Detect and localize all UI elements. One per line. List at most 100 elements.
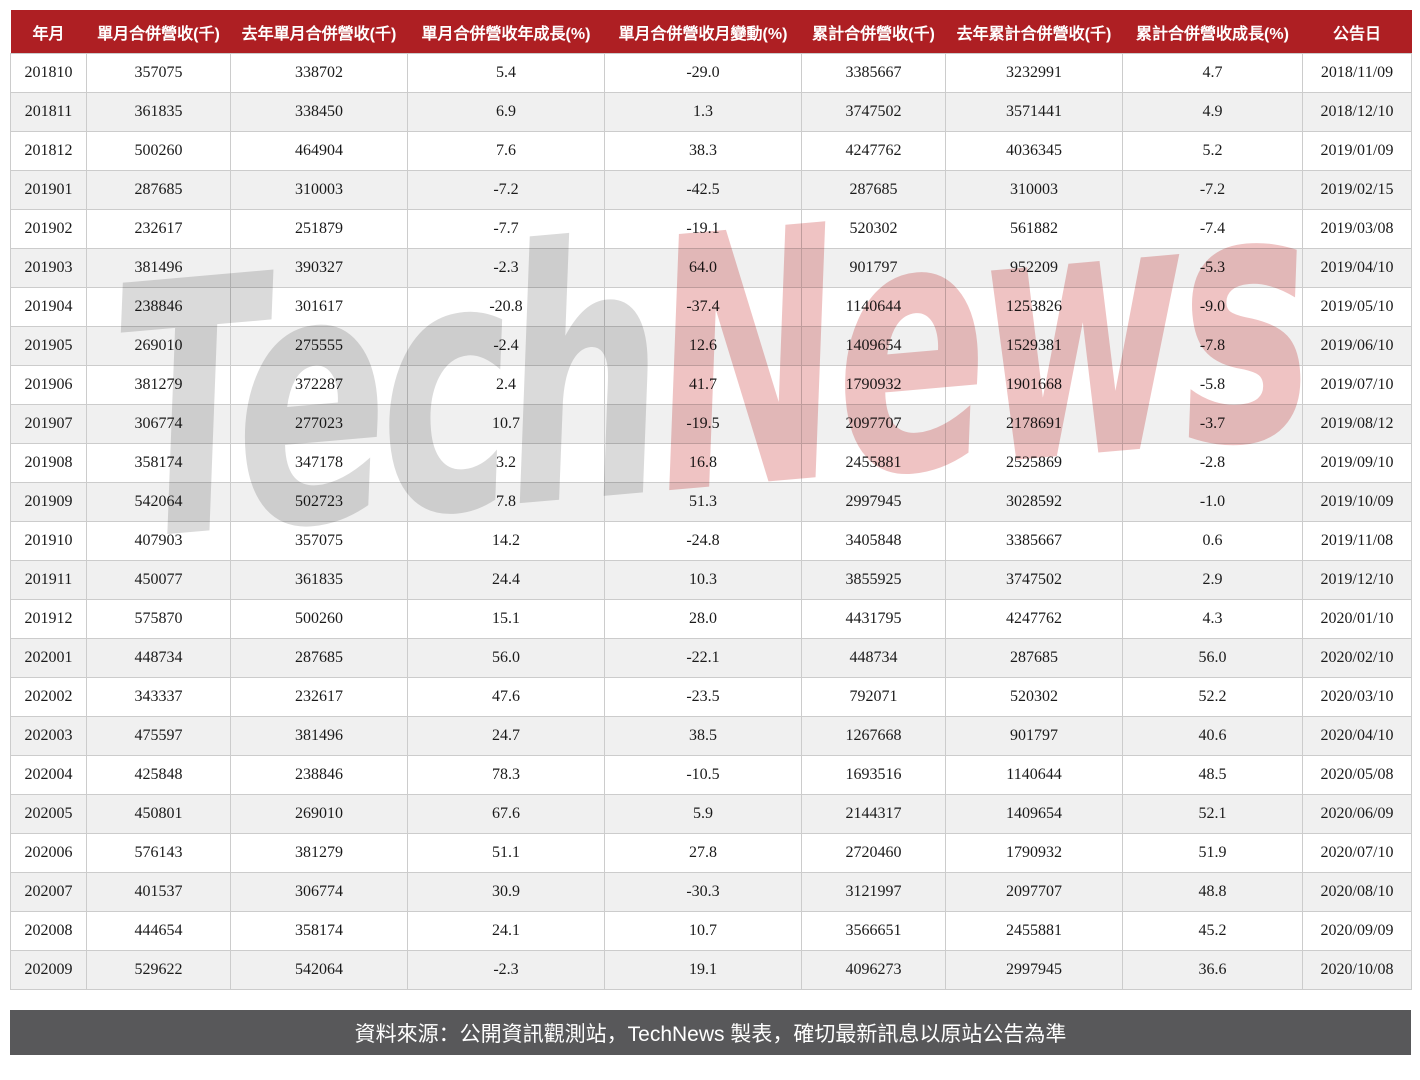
table-cell: 390327: [230, 248, 408, 288]
table-row: 201905 269010 275555 -2.4 12.6 1409654 1529381…: [10, 326, 1412, 366]
source-footer-text: 資料來源：公開資訊觀測站，TechNews 製表，確切最新訊息以原站公告為準: [354, 1022, 1067, 1046]
table-cell: 4.7: [1122, 53, 1303, 93]
table-cell: 64.0: [604, 248, 802, 288]
header-row: 年月 單月合併營收(千) 去年單月合併營收(千) 單月合併營收年成長(%) 單月…: [10, 10, 1412, 54]
table-row: 201909 542064 502723 7.8 51.3 2997945 3028592-…: [10, 482, 1412, 522]
table-cell: 269010: [86, 326, 231, 366]
table-cell: 2019/12/10: [1302, 560, 1412, 600]
table-cell: 2455881: [945, 911, 1123, 951]
table-cell: 0.6: [1122, 521, 1303, 561]
table-cell: 2020/02/10: [1302, 638, 1412, 678]
table-cell: 2097707: [801, 404, 946, 444]
source-footer-bar: 資料來源：公開資訊觀測站，TechNews 製表，確切最新訊息以原站公告為準: [10, 1010, 1411, 1055]
table-cell: 2020/05/08: [1302, 755, 1412, 795]
table-cell: 575870: [86, 599, 231, 639]
table-cell: 2525869: [945, 443, 1123, 483]
table-cell: -37.4: [604, 287, 802, 327]
table-cell: 277023: [230, 404, 408, 444]
table-cell: 2020/04/10: [1302, 716, 1412, 756]
table-cell: 2455881: [801, 443, 946, 483]
table-cell: 450077: [86, 560, 231, 600]
table-cell: 202005: [10, 794, 87, 834]
table-cell: 2019/03/08: [1302, 209, 1412, 249]
table-cell: 901797: [801, 248, 946, 288]
table-cell: 381279: [86, 365, 231, 405]
table-cell: 201902: [10, 209, 87, 249]
table-cell: 381496: [86, 248, 231, 288]
table-cell: 28.0: [604, 599, 802, 639]
table-cell: 343337: [86, 677, 231, 717]
table-cell: 2020/07/10: [1302, 833, 1412, 873]
table-cell: 448734: [801, 638, 946, 678]
table-row: 201812 500260 464904 7.6 38.3 4247762 4036345 5…: [10, 131, 1412, 171]
table-cell: 3028592: [945, 482, 1123, 522]
table-cell: 3747502: [801, 92, 946, 132]
table-cell: 952209: [945, 248, 1123, 288]
table-row: 202005 450801 269010 67.6 5.9 2144317 1409654 5…: [10, 794, 1412, 834]
table-cell: 2097707: [945, 872, 1123, 912]
table-body: 201810 357075 338702 5.4 -29.0 3385667 3232991…: [10, 53, 1412, 990]
table-cell: 201812: [10, 131, 87, 171]
table-cell: 5.4: [407, 53, 605, 93]
table-cell: 287685: [230, 638, 408, 678]
table-cell: 251879: [230, 209, 408, 249]
table-cell: 2018/11/09: [1302, 53, 1412, 93]
col-header-year-month: 年月: [10, 10, 87, 54]
table-cell: 2019/11/08: [1302, 521, 1412, 561]
table-cell: 52.2: [1122, 677, 1303, 717]
table-cell: 529622: [86, 950, 231, 990]
table-cell: 4036345: [945, 131, 1123, 171]
table-cell: -3.7: [1122, 404, 1303, 444]
table-cell: -2.4: [407, 326, 605, 366]
table-cell: 901797: [945, 716, 1123, 756]
table-row: 202008 444654 358174 24.1 10.7 3566651 2455881…: [10, 911, 1412, 951]
table-cell: 16.8: [604, 443, 802, 483]
table-cell: -7.8: [1122, 326, 1303, 366]
table-cell: 1693516: [801, 755, 946, 795]
table-cell: 475597: [86, 716, 231, 756]
table-cell: 2020/08/10: [1302, 872, 1412, 912]
table-cell: 7.8: [407, 482, 605, 522]
table-cell: 3232991: [945, 53, 1123, 93]
table-cell: 78.3: [407, 755, 605, 795]
table-row: 202006 576143 381279 51.1 27.8 2720460 1790932…: [10, 833, 1412, 873]
table-cell: 30.9: [407, 872, 605, 912]
table-cell: -5.8: [1122, 365, 1303, 405]
table-cell: 310003: [230, 170, 408, 210]
table-cell: 310003: [945, 170, 1123, 210]
table-cell: 201810: [10, 53, 87, 93]
table-row: 201902 232617 251879 -7.7 -19.1 520302 561882-…: [10, 209, 1412, 249]
table-cell: 2019/05/10: [1302, 287, 1412, 327]
table-cell: 201905: [10, 326, 87, 366]
table-cell: 500260: [86, 131, 231, 171]
table-cell: 1529381: [945, 326, 1123, 366]
table-row: 202001 448734 287685 56.0 -22.1 448734 287685 5…: [10, 638, 1412, 678]
table-cell: -5.3: [1122, 248, 1303, 288]
table-row: 201911 450077 361835 24.4 10.3 3855925 3747502…: [10, 560, 1412, 600]
table-cell: 4247762: [801, 131, 946, 171]
table-cell: 358174: [86, 443, 231, 483]
table-cell: 2020/03/10: [1302, 677, 1412, 717]
table-cell: 306774: [230, 872, 408, 912]
table-cell: 41.7: [604, 365, 802, 405]
table-cell: 51.9: [1122, 833, 1303, 873]
table-cell: 287685: [801, 170, 946, 210]
table-cell: 2020/10/08: [1302, 950, 1412, 990]
table-cell: 4.9: [1122, 92, 1303, 132]
table-cell: 1140644: [945, 755, 1123, 795]
table-cell: 38.5: [604, 716, 802, 756]
table-cell: 2019/04/10: [1302, 248, 1412, 288]
table-cell: 2020/06/09: [1302, 794, 1412, 834]
table-cell: 1253826: [945, 287, 1123, 327]
table-cell: 2.9: [1122, 560, 1303, 600]
table-cell: 202002: [10, 677, 87, 717]
table-cell: 201911: [10, 560, 87, 600]
table-cell: -24.8: [604, 521, 802, 561]
table-cell: 287685: [945, 638, 1123, 678]
table-cell: 27.8: [604, 833, 802, 873]
table-cell: 2144317: [801, 794, 946, 834]
table-cell: 38.3: [604, 131, 802, 171]
table-cell: 275555: [230, 326, 408, 366]
table-row: 201810 357075 338702 5.4 -29.0 3385667 3232991…: [10, 53, 1412, 93]
